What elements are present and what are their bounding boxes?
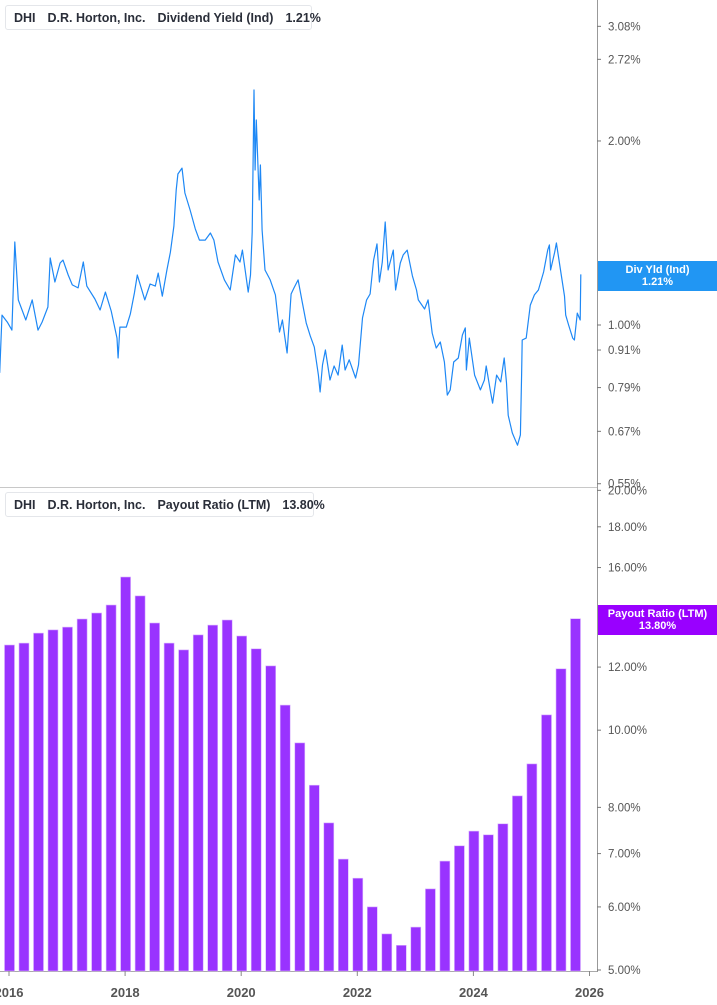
payout-bar: [91, 612, 102, 972]
x-tick-label: 2022: [343, 985, 372, 1000]
payout-ratio-last-value-tag: Payout Ratio (LTM) 13.80%: [598, 605, 717, 635]
y-tick-label: 6.00%: [608, 902, 641, 914]
y-tick-label: 0.79%: [608, 383, 641, 395]
legend-company: D.R. Horton, Inc.: [47, 10, 146, 25]
payout-ratio-axis: 20.00% 18.00% 16.00% 12.00% 10.00% 8.00% 7.00%…: [597, 485, 647, 977]
payout-bar: [468, 830, 480, 972]
x-tick-label: 2024: [459, 985, 489, 1000]
legend-metric: Dividend Yield (Ind): [157, 10, 274, 25]
payout-bar: [395, 944, 407, 972]
payout-bar: [512, 795, 523, 972]
x-tick-label: 2016: [0, 985, 23, 1000]
y-tick-label: 10.00%: [608, 725, 647, 737]
y-tick-label: 12.00%: [608, 662, 647, 674]
payout-bar: [221, 619, 233, 972]
legend-ticker: DHI: [14, 497, 36, 512]
y-tick-label: 0.67%: [608, 426, 641, 438]
y-tick-label: 2.00%: [608, 136, 641, 148]
legend-ticker: DHI: [14, 10, 36, 25]
legend-value: 13.80%: [282, 497, 325, 512]
payout-bar: [352, 877, 364, 972]
payout-bar: [149, 622, 160, 972]
payout-bar: [18, 642, 30, 972]
payout-bar: [366, 906, 378, 972]
y-tick-label: 16.00%: [608, 563, 647, 575]
payout-bar: [337, 858, 349, 972]
payout-bar: [62, 626, 73, 972]
payout-bar: [134, 595, 146, 972]
tag-value: 1.21%: [641, 276, 674, 288]
y-tick-label: 1.00%: [608, 320, 641, 332]
payout-bar: [570, 618, 581, 972]
y-tick-label: 5.00%: [608, 965, 641, 977]
payout-bar: [120, 576, 131, 972]
payout-bar: [47, 629, 59, 972]
legend-value: 1.21%: [285, 10, 321, 25]
tag-label: Div Yld (Ind): [625, 264, 690, 276]
x-tick-label: 2026: [575, 985, 604, 1000]
payout-bar: [33, 632, 44, 972]
x-tick-label: 2018: [111, 985, 140, 1000]
payout-bar: [454, 845, 465, 972]
payout-bar: [192, 634, 204, 972]
payout-bar: [236, 635, 247, 972]
payout-bar: [439, 860, 451, 972]
payout-bar: [207, 624, 218, 972]
payout-bar: [250, 648, 262, 972]
payout-bar: [294, 742, 306, 972]
payout-bar: [410, 926, 422, 972]
payout-bar: [555, 668, 567, 972]
x-tick-label: 2020: [227, 985, 256, 1000]
dividend-yield-legend: DHI D.R. Horton, Inc. Dividend Yield (In…: [5, 5, 321, 30]
payout-bar: [76, 618, 88, 972]
dividend-yield-line: [0, 89, 582, 446]
payout-bars: [4, 576, 581, 972]
y-tick-label: 0.91%: [608, 345, 641, 357]
dividend-yield-last-value-tag: Div Yld (Ind) 1.21%: [598, 261, 717, 291]
payout-bar: [497, 823, 509, 972]
time-axis: 2016 2018 2020 2022 2024 2026: [0, 971, 604, 1000]
payout-bar: [526, 763, 538, 972]
payout-bar: [425, 888, 436, 972]
payout-bar: [541, 714, 552, 972]
payout-bar: [4, 644, 15, 972]
tag-value: 13.80%: [638, 620, 677, 632]
y-tick-label: 8.00%: [608, 802, 641, 814]
payout-bar: [323, 822, 335, 972]
y-tick-label: 7.00%: [608, 849, 641, 861]
payout-bar: [105, 604, 117, 972]
legend-company: D.R. Horton, Inc.: [47, 497, 146, 512]
y-tick-label: 3.08%: [608, 21, 641, 33]
y-tick-label: 0.55%: [608, 479, 641, 491]
legend-metric: Payout Ratio (LTM): [157, 497, 271, 512]
payout-bar: [308, 784, 320, 972]
payout-bar: [279, 704, 291, 972]
dividend-yield-axis: 3.08% 2.72% 2.00% 1.00% 0.91% 0.79% 0.67% 0.55%: [597, 21, 641, 491]
payout-bar: [265, 665, 277, 972]
payout-bar: [163, 642, 175, 972]
payout-bar: [178, 649, 189, 972]
tag-label: Payout Ratio (LTM): [607, 608, 708, 620]
y-tick-label: 20.00%: [608, 485, 647, 497]
payout-ratio-legend: DHI D.R. Horton, Inc. Payout Ratio (LTM)…: [5, 492, 325, 517]
y-tick-label: 2.72%: [608, 54, 641, 66]
y-tick-label: 18.00%: [608, 522, 647, 534]
payout-bar: [381, 933, 393, 972]
payout-bar: [483, 834, 494, 972]
